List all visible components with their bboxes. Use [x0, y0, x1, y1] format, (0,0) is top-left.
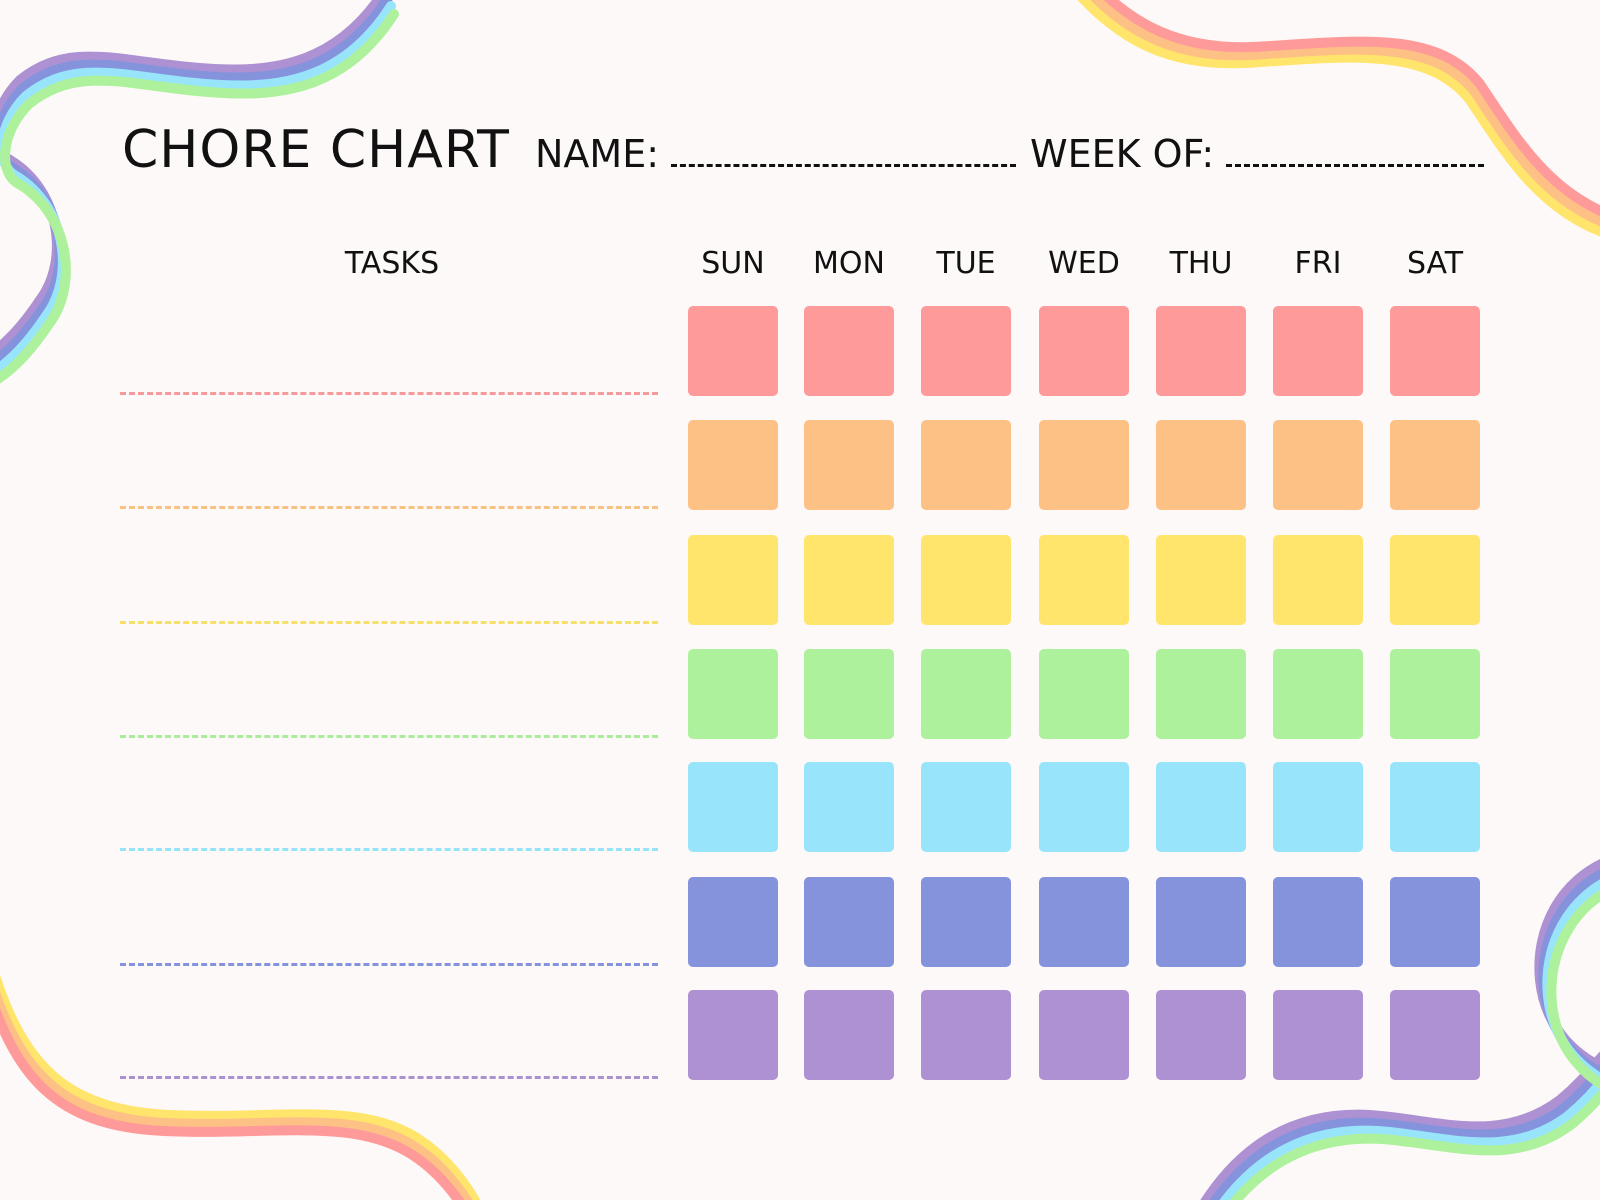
week-label: WEEK OF: — [1030, 132, 1215, 176]
check-box-row1-thu[interactable] — [1156, 306, 1246, 396]
ribbon-top-left-stripe — [0, 0, 393, 364]
check-box-row2-fri[interactable] — [1273, 420, 1363, 510]
check-box-row7-sun[interactable] — [688, 990, 778, 1080]
check-box-row5-fri[interactable] — [1273, 762, 1363, 852]
day-header-sat: SAT — [1406, 246, 1464, 281]
ribbon-top-right — [1077, 0, 1600, 237]
check-box-row5-sat[interactable] — [1390, 762, 1480, 852]
check-box-row2-thu[interactable] — [1156, 420, 1246, 510]
ribbon-top-left-stripe — [0, 1, 396, 374]
check-box-row1-sun[interactable] — [688, 306, 778, 396]
ribbon-bottom-right — [1200, 859, 1600, 1200]
check-box-row2-sun[interactable] — [688, 420, 778, 510]
check-box-row1-sat[interactable] — [1390, 306, 1480, 396]
check-box-row2-wed[interactable] — [1039, 420, 1129, 510]
task-line-2[interactable] — [120, 506, 658, 509]
tasks-header: TASKS — [344, 246, 440, 281]
day-header-thu: THU — [1169, 246, 1233, 281]
check-box-row4-wed[interactable] — [1039, 649, 1129, 739]
check-box-row5-wed[interactable] — [1039, 762, 1129, 852]
check-box-row7-sat[interactable] — [1390, 990, 1480, 1080]
check-box-row3-tue[interactable] — [921, 535, 1011, 625]
check-box-row6-wed[interactable] — [1039, 877, 1129, 967]
task-line-4[interactable] — [120, 735, 658, 738]
check-box-row4-sat[interactable] — [1390, 649, 1480, 739]
check-box-row7-thu[interactable] — [1156, 990, 1246, 1080]
ribbon-top-right-stripe — [1090, 0, 1600, 227]
ribbon-bottom-left-stripe — [0, 1008, 465, 1200]
check-box-row5-thu[interactable] — [1156, 762, 1246, 852]
check-box-row7-tue[interactable] — [921, 990, 1011, 1080]
check-box-row4-mon[interactable] — [804, 649, 894, 739]
check-box-row6-mon[interactable] — [804, 877, 894, 967]
check-box-row7-wed[interactable] — [1039, 990, 1129, 1080]
ribbon-bottom-left — [0, 975, 481, 1200]
check-box-row2-sat[interactable] — [1390, 420, 1480, 510]
check-box-row6-fri[interactable] — [1273, 877, 1363, 967]
ribbon-bottom-left-stripe — [0, 991, 473, 1200]
check-box-row1-tue[interactable] — [921, 306, 1011, 396]
check-box-row3-thu[interactable] — [1156, 535, 1246, 625]
check-box-row1-mon[interactable] — [804, 306, 894, 396]
check-box-row6-sat[interactable] — [1390, 877, 1480, 967]
ribbon-top-left-stripe — [0, 0, 385, 354]
check-box-row1-fri[interactable] — [1273, 306, 1363, 396]
ribbon-top-left-stripe — [0, 9, 399, 384]
ribbon-bottom-left-stripe — [0, 975, 481, 1200]
check-box-row5-mon[interactable] — [804, 762, 894, 852]
check-box-row3-wed[interactable] — [1039, 535, 1129, 625]
task-line-6[interactable] — [120, 963, 658, 966]
check-box-row1-wed[interactable] — [1039, 306, 1129, 396]
name-blank-line[interactable] — [671, 134, 1017, 167]
day-header-fri: FRI — [1294, 246, 1342, 281]
task-line-7[interactable] — [120, 1076, 658, 1079]
check-box-row2-mon[interactable] — [804, 420, 894, 510]
day-header-wed: WED — [1048, 246, 1120, 281]
check-box-row4-fri[interactable] — [1273, 649, 1363, 739]
ribbon-top-right-stripe — [1103, 0, 1600, 217]
task-line-1[interactable] — [120, 392, 658, 395]
check-box-row4-thu[interactable] — [1156, 649, 1246, 739]
check-box-row4-tue[interactable] — [921, 649, 1011, 739]
check-box-row7-mon[interactable] — [804, 990, 894, 1080]
check-box-row3-sun[interactable] — [688, 535, 778, 625]
task-line-5[interactable] — [120, 848, 658, 851]
check-box-row7-fri[interactable] — [1273, 990, 1363, 1080]
ribbon-top-right-stripe — [1077, 0, 1600, 237]
check-box-row3-mon[interactable] — [804, 535, 894, 625]
check-box-row6-tue[interactable] — [921, 877, 1011, 967]
name-label: NAME: — [535, 132, 660, 176]
week-field[interactable]: WEEK OF: — [1030, 132, 1485, 176]
check-box-row4-sun[interactable] — [688, 649, 778, 739]
ribbon-bottom-right-stripe — [1229, 889, 1600, 1200]
day-header-sun: SUN — [701, 246, 765, 281]
check-box-row6-thu[interactable] — [1156, 877, 1246, 967]
check-box-row6-sun[interactable] — [688, 877, 778, 967]
check-box-row3-fri[interactable] — [1273, 535, 1363, 625]
check-box-row3-sat[interactable] — [1390, 535, 1480, 625]
check-box-row5-sun[interactable] — [688, 762, 778, 852]
name-field[interactable]: NAME: — [535, 132, 1017, 176]
ribbon-top-left — [0, 0, 399, 384]
check-box-row2-tue[interactable] — [921, 420, 1011, 510]
day-header-tue: TUE — [936, 246, 996, 281]
week-blank-line[interactable] — [1226, 134, 1485, 167]
page-title: CHORE CHART — [122, 120, 510, 180]
task-line-3[interactable] — [120, 621, 658, 624]
day-header-mon: MON — [813, 246, 885, 281]
check-box-row5-tue[interactable] — [921, 762, 1011, 852]
